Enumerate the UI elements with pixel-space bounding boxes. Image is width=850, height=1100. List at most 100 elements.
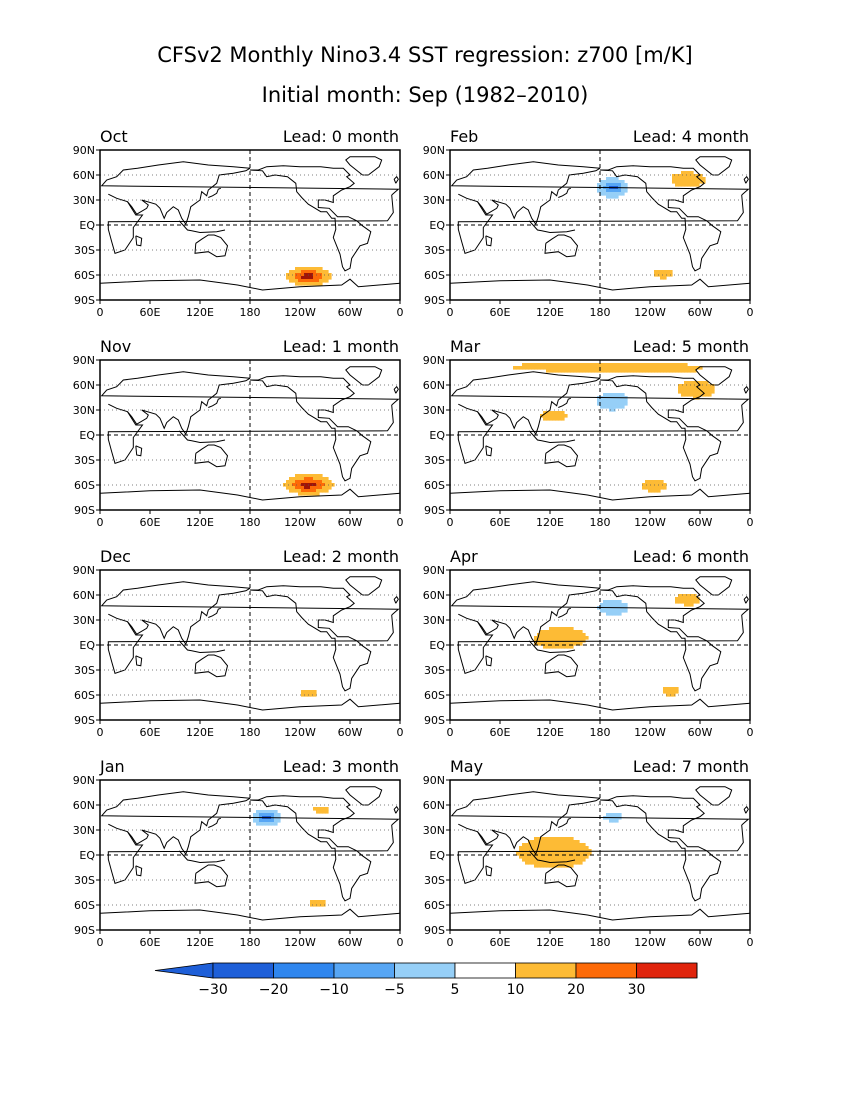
anomaly-cell: [295, 267, 299, 271]
anomaly-cell: [669, 690, 673, 694]
anomaly-cell: [328, 480, 332, 484]
anomaly-cell: [600, 399, 604, 403]
anomaly-cell: [319, 900, 323, 904]
anomaly-cell: [675, 174, 679, 178]
anomaly-cell: [552, 363, 556, 367]
anomaly-cell: [289, 279, 293, 283]
anomaly-cell: [328, 483, 332, 487]
anomaly-cell: [618, 180, 622, 184]
panel-month: May: [450, 757, 483, 776]
anomaly-cell: [522, 843, 526, 847]
coastline: [100, 488, 400, 501]
anomaly-cell: [304, 489, 308, 493]
anomaly-cell: [271, 813, 275, 817]
anomaly-cell: [561, 846, 565, 850]
anomaly-cell: [624, 183, 628, 187]
anomaly-cell: [325, 810, 329, 814]
anomaly-cell: [322, 480, 326, 484]
anomaly-cell: [567, 852, 571, 856]
anomaly-cell: [540, 633, 544, 637]
anomaly-cell: [651, 483, 655, 487]
anomaly-cell: [549, 837, 553, 841]
anomaly-cell: [313, 474, 317, 478]
anomaly-cell: [573, 852, 577, 856]
anomaly-cell: [696, 393, 700, 397]
anomaly-cell: [313, 483, 317, 487]
anomaly-cell: [693, 393, 697, 397]
anomaly-cell: [546, 411, 550, 415]
anomaly-cell: [564, 642, 568, 646]
anomaly-cell: [618, 609, 622, 613]
anomaly-cell: [609, 192, 613, 196]
anomaly-cell: [609, 393, 613, 397]
anomaly-cell: [570, 627, 574, 631]
anomaly-cell: [295, 474, 299, 478]
anomaly-cell: [615, 180, 619, 184]
anomaly-cell: [576, 642, 580, 646]
anomaly-cell: [615, 183, 619, 187]
anomaly-cell: [570, 363, 574, 367]
anomaly-cell: [618, 402, 622, 406]
anomaly-cell: [307, 474, 311, 478]
anomaly-cell: [666, 690, 670, 694]
x-tick-label: 0: [447, 726, 454, 739]
anomaly-cell: [292, 486, 296, 490]
anomaly-cell: [684, 387, 688, 391]
anomaly-cell: [666, 687, 670, 691]
anomaly-cell: [579, 843, 583, 847]
anomaly-cell: [525, 366, 529, 370]
anomaly-cell: [672, 693, 676, 697]
anomaly-cell: [262, 819, 266, 823]
anomaly-cell: [310, 477, 314, 481]
coastline: [485, 865, 493, 877]
colorbar-low-arrow: [154, 962, 214, 979]
anomaly-cell: [615, 609, 619, 613]
anomaly-cell: [564, 414, 568, 418]
anomaly-cell: [552, 840, 556, 844]
coastline: [135, 445, 143, 457]
anomaly-cell: [301, 480, 305, 484]
colorbar-bin: [575, 962, 637, 979]
anomaly-cell: [558, 840, 562, 844]
x-tick-label: 0: [747, 936, 754, 949]
anomaly-cell: [546, 417, 550, 421]
anomaly-cell: [253, 819, 257, 823]
panel-month: Feb: [450, 127, 478, 146]
anomaly-cell: [582, 852, 586, 856]
anomaly-cell: [615, 393, 619, 397]
x-tick-label: 120W: [284, 726, 316, 739]
anomaly-cell: [684, 174, 688, 178]
coastline: [345, 366, 383, 386]
coastline: [208, 187, 221, 198]
anomaly-cell: [528, 855, 532, 859]
anomaly-cell: [549, 366, 553, 370]
anomaly-cell: [268, 810, 272, 814]
anomaly-cell: [310, 693, 314, 697]
coastline: [345, 786, 383, 806]
anomaly-cell: [669, 366, 673, 370]
anomaly-cell: [564, 837, 568, 841]
anomaly-cell: [678, 174, 682, 178]
anomaly-cell: [660, 486, 664, 490]
x-tick-label: 60E: [140, 726, 161, 739]
colorbar: −30 −20 −10 −5 5 10 20 30: [154, 962, 698, 998]
y-tick-label: 30S: [424, 244, 445, 257]
anomaly-cell: [684, 381, 688, 385]
anomaly-cell: [558, 846, 562, 850]
anomaly-cell: [606, 399, 610, 403]
anomaly-cell: [310, 489, 314, 493]
anomaly-cell: [597, 183, 601, 187]
anomaly-cell: [579, 852, 583, 856]
anomaly-cell: [618, 366, 622, 370]
y-tick-label: EQ: [429, 639, 445, 652]
anomaly-cell: [546, 861, 550, 865]
colorbar-bin: [394, 962, 456, 979]
anomaly-cell: [543, 864, 547, 868]
coastline: [249, 165, 372, 272]
anomaly-cell: [579, 642, 583, 646]
anomaly-cell: [316, 810, 320, 814]
anomaly-cell: [298, 267, 302, 271]
anomaly-cell: [708, 390, 712, 394]
shading-field: [253, 807, 329, 907]
